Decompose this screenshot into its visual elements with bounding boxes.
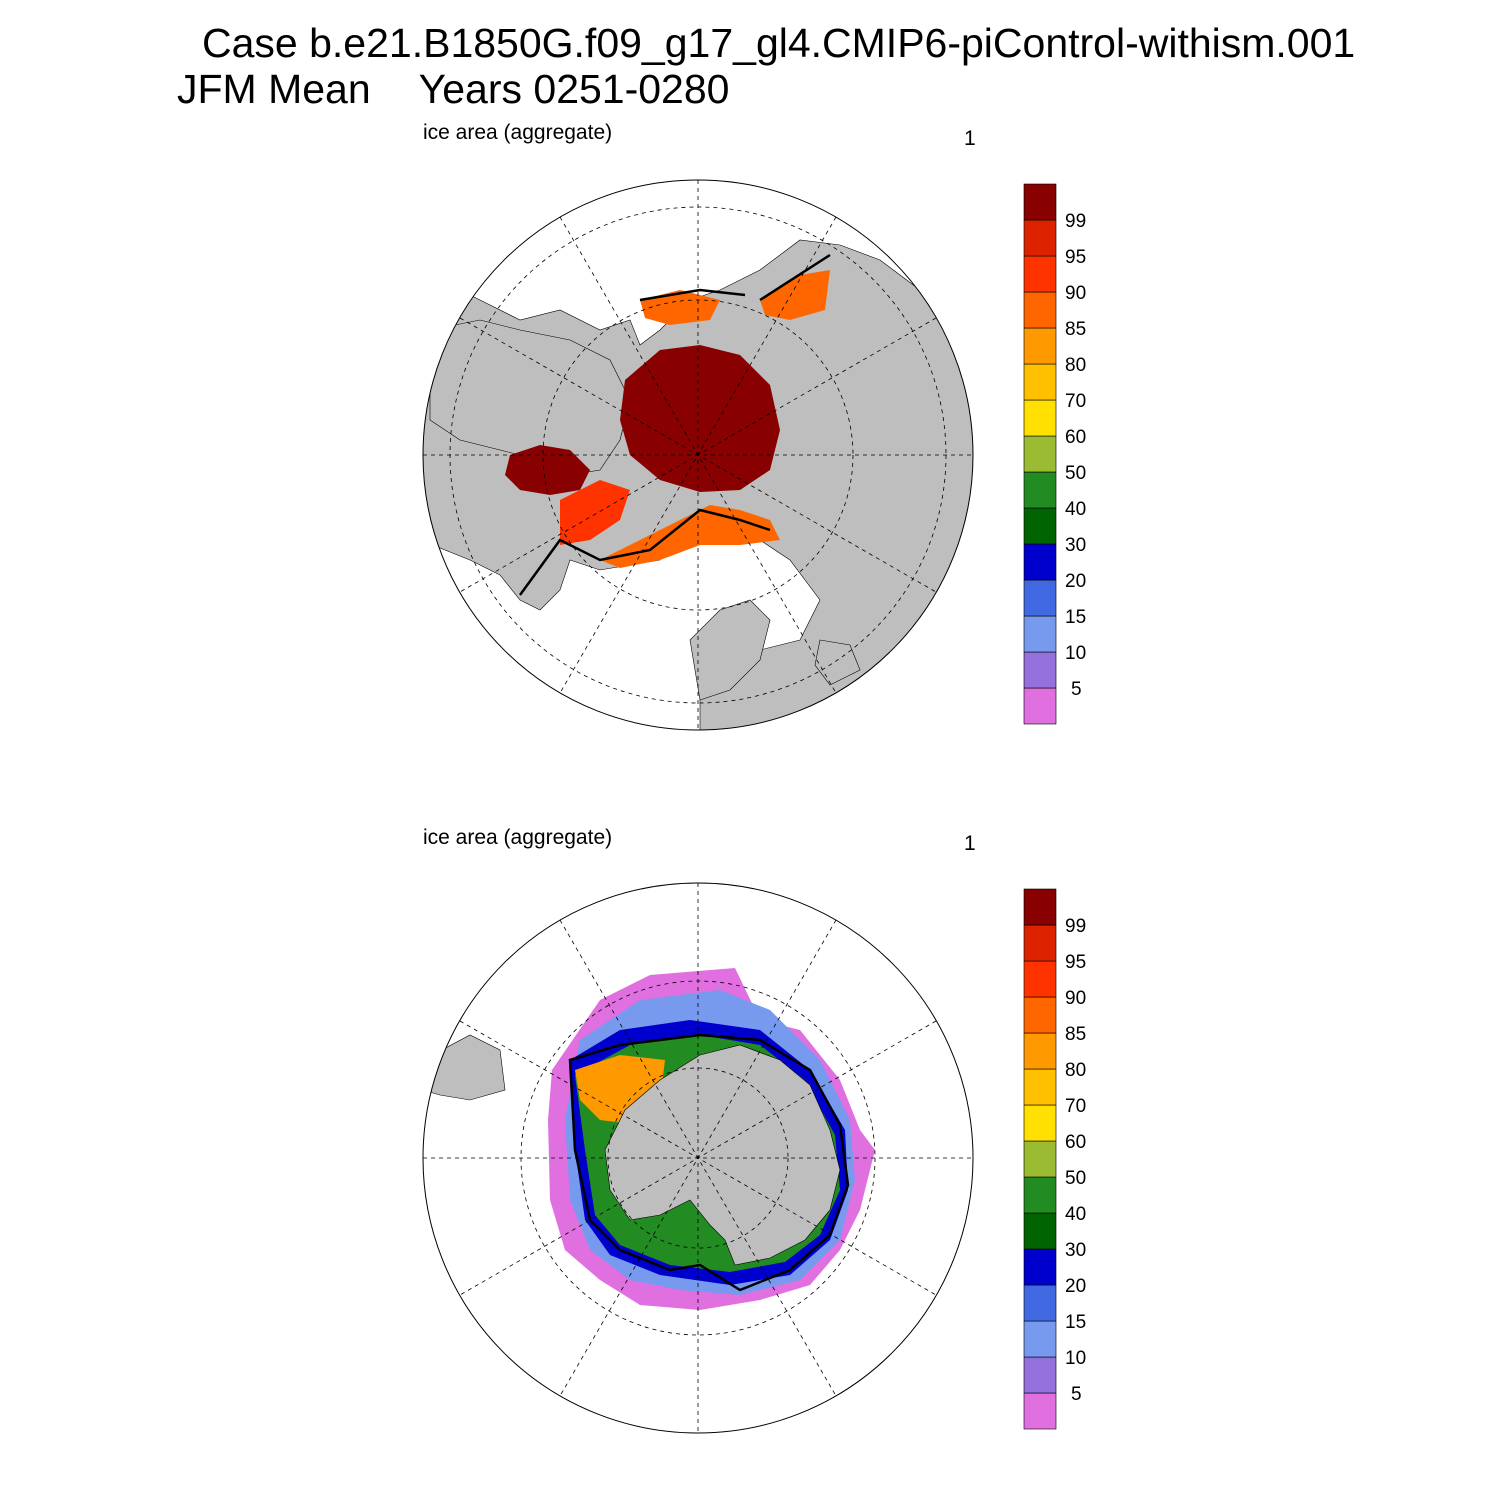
north-colorbar-tick-label: 40 — [1065, 499, 1086, 520]
north-colorbar-box — [1023, 183, 1057, 221]
south-land-south-america — [423, 1034, 506, 1101]
south-colorbar-box — [1023, 1284, 1057, 1322]
south-map-border — [422, 882, 974, 1434]
north-ice-barents — [600, 505, 780, 568]
north-colorbar-box — [1023, 363, 1057, 401]
south-ice-ring-50 — [575, 1035, 840, 1272]
north-colorbar-box — [1023, 687, 1057, 725]
south-colorbar-tick-label: 85 — [1065, 1024, 1086, 1045]
north-colorbar-tick-label: 80 — [1065, 355, 1086, 376]
south-ice-ring-15 — [565, 990, 855, 1295]
south-colorbar-tick-label: 5 — [1071, 1384, 1082, 1405]
south-ice-ring-5 — [548, 968, 875, 1310]
north-ice-hudson-bay — [505, 445, 590, 495]
north-colorbar-tick-label: 10 — [1065, 643, 1086, 664]
north-colorbar-tick-label: 50 — [1065, 463, 1086, 484]
south-colorbar-tick-label: 20 — [1065, 1276, 1086, 1297]
south-colorbar-tick-label: 10 — [1065, 1348, 1086, 1369]
north-colorbar-box — [1023, 471, 1057, 509]
south-colorbar-tick-label: 15 — [1065, 1312, 1086, 1333]
south-colorbar-box — [1023, 1248, 1057, 1286]
north-colorbar-box — [1023, 399, 1057, 437]
north-colorbar-box — [1023, 615, 1057, 653]
north-colorbar-tick-label: 30 — [1065, 535, 1086, 556]
north-colorbar-tick-label: 60 — [1065, 427, 1086, 448]
north-colorbar-box — [1023, 579, 1057, 617]
south-colorbar-tick-label: 90 — [1065, 988, 1086, 1009]
north-ice-edge-contour — [518, 253, 831, 596]
north-colorbar-tick-label: 20 — [1065, 571, 1086, 592]
north-colorbar-box — [1023, 291, 1057, 329]
south-colorbar: 5 10 15 20 30 40 50 60 70 80 85 90 95 99 — [1023, 888, 1086, 1430]
north-colorbar-tick-label: 85 — [1065, 319, 1086, 340]
south-colorbar-box — [1023, 1212, 1057, 1250]
north-colorbar-tick-label: 99 — [1065, 211, 1086, 232]
north-ice-bering — [640, 290, 720, 325]
south-colorbar-box — [1023, 996, 1057, 1034]
north-map-border — [422, 179, 974, 731]
south-land-antarctica — [604, 1044, 841, 1266]
south-ice-edge-contour — [568, 1033, 850, 1292]
south-colorbar-box — [1023, 1068, 1057, 1106]
north-ice-baffin — [560, 480, 630, 545]
south-colorbar-tick-label: 40 — [1065, 1204, 1086, 1225]
south-colorbar-box — [1023, 960, 1057, 998]
south-colorbar-box — [1023, 1140, 1057, 1178]
south-colorbar-box — [1023, 1104, 1057, 1142]
south-ice-ring-30 — [570, 1020, 848, 1285]
north-colorbar-tick-label: 5 — [1071, 679, 1082, 700]
north-colorbar-tick-label: 70 — [1065, 391, 1086, 412]
south-ice-weddell — [575, 1055, 665, 1125]
north-panel-left-label: ice area (aggregate) — [423, 121, 613, 144]
south-panel-left-label: ice area (aggregate) — [423, 826, 613, 849]
south-colorbar-box — [1023, 1320, 1057, 1358]
figure-subtitle: JFM Mean Years 0251-0280 — [177, 67, 729, 111]
south-colorbar-tick-label: 30 — [1065, 1240, 1086, 1261]
north-colorbar: 5 10 15 20 30 40 50 60 70 80 85 90 95 99 — [1023, 183, 1086, 725]
north-colorbar-box — [1023, 651, 1057, 689]
south-colorbar-box — [1023, 1356, 1057, 1394]
north-land-eurasia — [423, 239, 973, 730]
south-colorbar-box — [1023, 888, 1057, 926]
north-colorbar-box — [1023, 435, 1057, 473]
north-colorbar-tick-label: 95 — [1065, 247, 1086, 268]
south-colorbar-box — [1023, 1392, 1057, 1430]
south-colorbar-box — [1023, 1176, 1057, 1214]
north-colorbar-tick-label: 90 — [1065, 283, 1086, 304]
north-colorbar-box — [1023, 543, 1057, 581]
south-panel-right-label: 1 — [964, 832, 976, 855]
north-graticule — [423, 180, 973, 730]
south-colorbar-tick-label: 60 — [1065, 1132, 1086, 1153]
north-land-iceland — [814, 639, 861, 686]
figure-title: Case b.e21.B1850G.f09_g17_gl4.CMIP6-piCo… — [202, 20, 1356, 66]
south-colorbar-tick-label: 99 — [1065, 916, 1086, 937]
south-ocean — [423, 883, 973, 1433]
north-panel-right-label: 1 — [964, 127, 976, 150]
north-colorbar-box — [1023, 255, 1057, 293]
north-ocean — [423, 180, 973, 730]
north-colorbar-box — [1023, 327, 1057, 365]
north-ice-central-arctic — [620, 345, 780, 492]
years-label: Years 0251-0280 — [418, 66, 730, 112]
south-colorbar-box — [1023, 1032, 1057, 1070]
south-colorbar-tick-label: 95 — [1065, 952, 1086, 973]
north-colorbar-box — [1023, 219, 1057, 257]
north-colorbar-box — [1023, 507, 1057, 545]
north-land-greenland — [429, 319, 631, 476]
south-graticule — [423, 883, 973, 1433]
north-land-scandinavia — [689, 599, 771, 701]
south-colorbar-tick-label: 70 — [1065, 1096, 1086, 1117]
south-colorbar-box — [1023, 924, 1057, 962]
south-colorbar-tick-label: 80 — [1065, 1060, 1086, 1081]
north-ice-okhotsk — [760, 270, 830, 320]
north-colorbar-tick-label: 15 — [1065, 607, 1086, 628]
south-colorbar-tick-label: 50 — [1065, 1168, 1086, 1189]
season-label: JFM Mean — [177, 66, 371, 112]
